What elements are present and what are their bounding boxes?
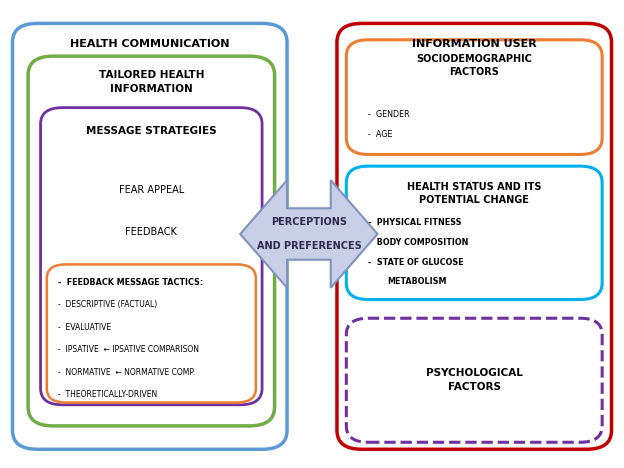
Text: -  STATE OF GLUCOSE: - STATE OF GLUCOSE bbox=[368, 258, 464, 267]
FancyBboxPatch shape bbox=[337, 23, 612, 449]
Text: PSYCHOLOGICAL
FACTORS: PSYCHOLOGICAL FACTORS bbox=[426, 368, 523, 392]
Text: -  NORMATIVE  ← NORMATIVE COMP.: - NORMATIVE ← NORMATIVE COMP. bbox=[58, 367, 195, 377]
Text: -  PHYSICAL FITNESS: - PHYSICAL FITNESS bbox=[368, 218, 462, 227]
FancyBboxPatch shape bbox=[28, 56, 275, 426]
FancyBboxPatch shape bbox=[41, 108, 262, 405]
Text: TAILORED HEALTH
INFORMATION: TAILORED HEALTH INFORMATION bbox=[99, 70, 204, 94]
FancyBboxPatch shape bbox=[346, 40, 602, 154]
Text: METABOLISM: METABOLISM bbox=[387, 277, 446, 286]
FancyBboxPatch shape bbox=[12, 23, 287, 449]
Text: AND PREFERENCES: AND PREFERENCES bbox=[256, 241, 361, 251]
Text: -  GENDER: - GENDER bbox=[368, 110, 410, 119]
Text: -  AGE: - AGE bbox=[368, 130, 392, 139]
Text: -  EVALUATIVE: - EVALUATIVE bbox=[58, 322, 111, 332]
Text: -  IPSATIVE  ← IPSATIVE COMPARISON: - IPSATIVE ← IPSATIVE COMPARISON bbox=[58, 345, 199, 354]
Text: FEEDBACK: FEEDBACK bbox=[125, 227, 177, 237]
FancyBboxPatch shape bbox=[346, 166, 602, 300]
Text: HEALTH STATUS AND ITS
POTENTIAL CHANGE: HEALTH STATUS AND ITS POTENTIAL CHANGE bbox=[407, 182, 542, 205]
FancyBboxPatch shape bbox=[47, 264, 256, 402]
Text: SOCIODEMOGRAPHIC
FACTORS: SOCIODEMOGRAPHIC FACTORS bbox=[416, 54, 532, 77]
Text: -  BODY COMPOSITION: - BODY COMPOSITION bbox=[368, 238, 469, 247]
Text: HEALTH COMMUNICATION: HEALTH COMMUNICATION bbox=[70, 39, 230, 50]
Text: FEAR APPEAL: FEAR APPEAL bbox=[119, 184, 184, 195]
Text: -  DESCRIPTIVE (FACTUAL): - DESCRIPTIVE (FACTUAL) bbox=[58, 300, 157, 309]
Text: -  THEORETICALLY-DRIVEN: - THEORETICALLY-DRIVEN bbox=[58, 390, 157, 399]
Text: PERCEPTIONS: PERCEPTIONS bbox=[271, 217, 347, 227]
FancyBboxPatch shape bbox=[346, 318, 602, 442]
Text: INFORMATION USER: INFORMATION USER bbox=[412, 39, 537, 50]
Text: MESSAGE STRATEGIES: MESSAGE STRATEGIES bbox=[86, 126, 217, 136]
Polygon shape bbox=[240, 180, 378, 288]
Text: -  FEEDBACK MESSAGE TACTICS:: - FEEDBACK MESSAGE TACTICS: bbox=[58, 278, 203, 287]
